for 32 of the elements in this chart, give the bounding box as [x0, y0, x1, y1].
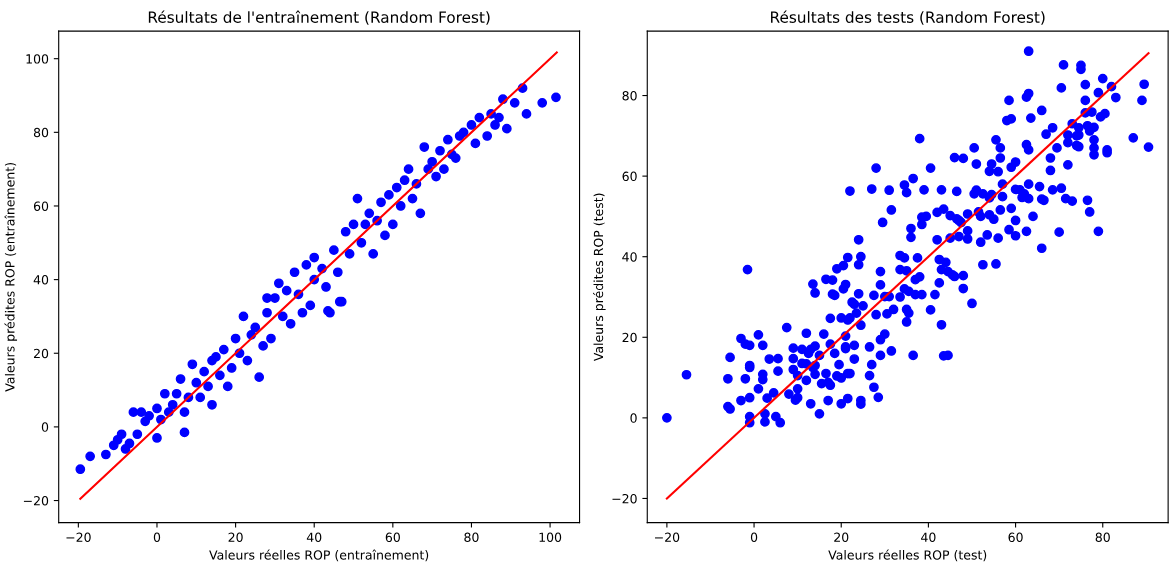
y-axis-title: Valeurs prédites ROP (entraînement) [4, 163, 18, 392]
x-tick-label: 40 [921, 532, 936, 543]
y-tick-label: 100 [26, 54, 49, 64]
x-axis-title: Valeurs réelles ROP (test) [828, 549, 987, 562]
y-tick-label: −20 [23, 496, 49, 506]
x-tick-label: −20 [66, 532, 91, 543]
y-tick-label: 20 [33, 348, 49, 359]
y-tick-label: 40 [622, 252, 637, 262]
x-tick-label: 60 [385, 532, 400, 543]
x-tick-label: 60 [1008, 532, 1023, 543]
chart-title: Résultats des tests (Random Forest) [771, 10, 1045, 25]
x-tick-label: 80 [1095, 532, 1110, 543]
x-tick-label: 80 [464, 532, 479, 543]
x-tick-label: 40 [306, 532, 322, 543]
x-tick-label: 20 [228, 532, 243, 543]
x-tick-label: 0 [153, 532, 161, 543]
y-tick-label: 0 [41, 422, 49, 432]
y-axis-title: Valeurs prédites ROP (test) [593, 193, 606, 362]
y-tick-label: 0 [630, 413, 637, 423]
x-tick-label: 0 [750, 532, 758, 543]
x-tick-label: 100 [539, 532, 562, 543]
y-tick-label: 80 [33, 127, 49, 138]
chart-title: Résultats de l'entraînement (Random Forest) [148, 10, 490, 25]
y-tick-label: 60 [622, 171, 637, 182]
y-tick-label: 40 [33, 275, 49, 285]
y-tick-label: 60 [33, 201, 49, 211]
x-tick-label: −20 [655, 532, 680, 543]
y-tick-label: 80 [622, 91, 637, 101]
y-tick-label: −20 [612, 493, 637, 504]
y-tick-label: 20 [622, 332, 637, 343]
x-axis-title: Valeurs réelles ROP (entraînement) [209, 549, 429, 562]
x-tick-label: 20 [834, 532, 849, 543]
